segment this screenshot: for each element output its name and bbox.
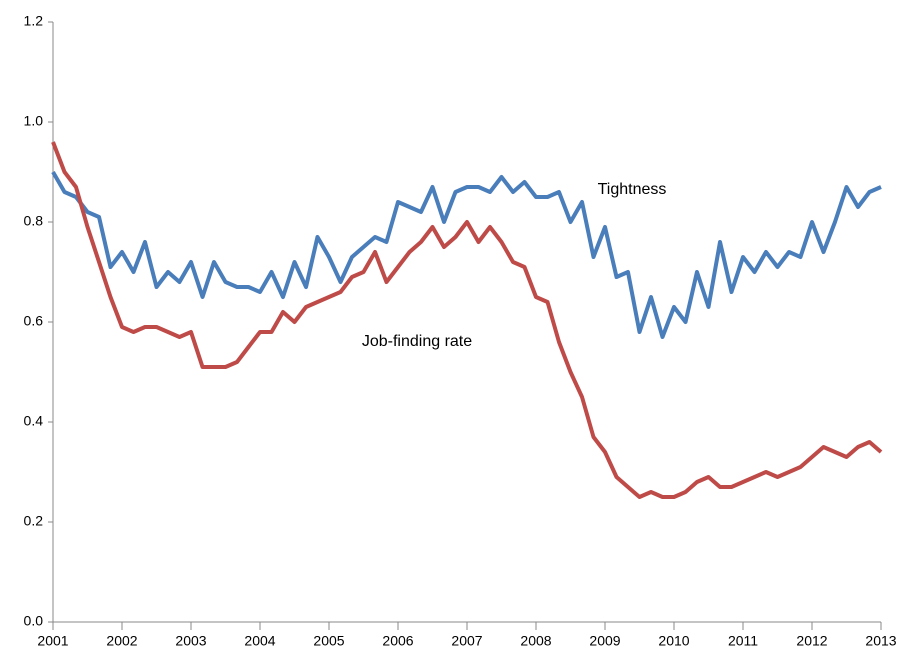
x-tick-label: 2006 — [382, 633, 413, 649]
y-tick-label: 0.8 — [24, 213, 44, 229]
series-line — [51, 171, 882, 339]
series-line — [51, 141, 883, 499]
y-tick-label: 0.2 — [24, 513, 44, 529]
x-tick-label: 2005 — [313, 633, 344, 649]
x-tick-label: 2013 — [865, 633, 896, 649]
y-tick-label: 0.0 — [24, 613, 44, 629]
x-tick-label: 2007 — [451, 633, 482, 649]
y-tick-label: 0.6 — [24, 313, 44, 329]
x-tick-label: 2011 — [728, 633, 758, 649]
line-annotation: Job-finding rate — [362, 333, 472, 350]
y-tick-label: 0.4 — [24, 413, 44, 429]
x-tick-label: 2002 — [106, 633, 137, 649]
x-tick-label: 2009 — [589, 633, 620, 649]
x-tick-label: 2010 — [658, 633, 689, 649]
y-tick-label: 1.2 — [24, 13, 44, 29]
x-tick-label: 2001 — [37, 633, 68, 649]
y-tick-label: 1.0 — [24, 113, 44, 129]
x-tick-label: 2003 — [175, 633, 206, 649]
x-tick-label: 2008 — [520, 633, 551, 649]
x-tick-label: 2012 — [796, 633, 827, 649]
x-tick-label: 2004 — [244, 633, 275, 649]
line-annotation: Tightness — [598, 181, 667, 198]
